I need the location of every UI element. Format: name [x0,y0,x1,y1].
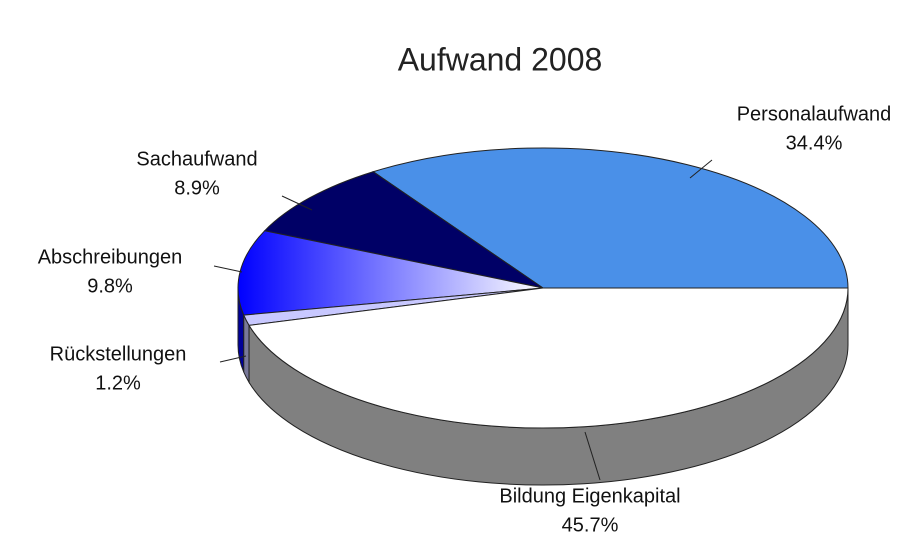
labels: Personalaufwand 34.4% Sachaufwand 8.9% Absch… [38,103,892,536]
pie-slice [263,171,544,289]
value-label: 45.7% [562,514,619,536]
leader-line [584,431,601,481]
pie-side [243,314,250,385]
category-label: Rückstellungen [50,343,187,365]
pie-slice [248,287,849,429]
pie-slices [237,147,849,429]
category-label: Personalaufwand [737,103,892,125]
leader-line [219,355,247,363]
leader-line [213,265,243,273]
value-label: 1.2% [95,372,141,394]
pie-slice [372,147,849,289]
category-label: Sachaufwand [136,148,257,170]
value-label: 9.8% [87,275,133,297]
leader-line [689,159,713,179]
value-label: 34.4% [786,132,843,154]
category-label: Bildung Eigenkapital [499,485,680,507]
category-label: Abschreibungen [38,246,183,268]
pie-slice [237,230,544,316]
leader-line [281,195,313,211]
value-label: 8.9% [174,177,220,199]
chart-title: Aufwand 2008 [398,41,603,77]
